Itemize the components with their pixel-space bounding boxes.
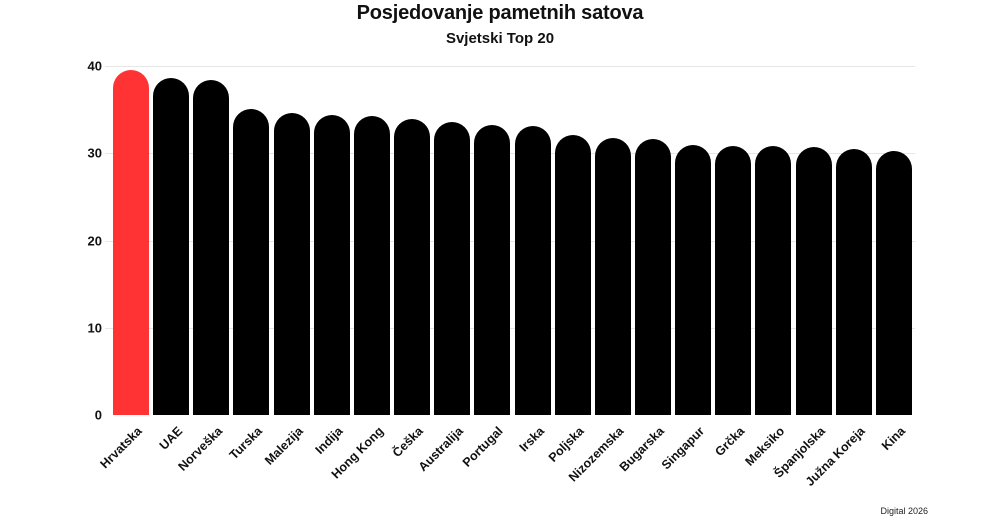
source-label: Digital 2026: [880, 506, 928, 516]
bar-kina: [875, 150, 912, 415]
x-tick-label: Portugal: [460, 424, 506, 470]
bar-turska: [233, 108, 270, 415]
x-tick-label: UAE: [156, 424, 186, 453]
y-tick-label: 20: [87, 233, 102, 249]
bar-južna-koreja: [835, 148, 872, 415]
y-tick-label: 40: [87, 58, 102, 74]
bar-bugarska: [634, 139, 671, 415]
bar-hrvatska: [113, 69, 149, 415]
x-tick-label: Češka: [389, 424, 426, 460]
x-tick-label: Turska: [227, 424, 266, 463]
bar-meksiko: [755, 146, 792, 415]
bar-australija: [434, 121, 471, 415]
x-tick-label: Grčka: [712, 424, 748, 459]
bar-indija: [313, 114, 350, 415]
y-tick-label: 10: [87, 320, 102, 336]
y-tick-label: 0: [94, 407, 102, 423]
bar-češka: [394, 119, 431, 415]
x-tick-label: Irska: [516, 424, 547, 455]
bar-norveška: [193, 79, 230, 415]
x-tick-label: Kina: [878, 424, 908, 454]
x-tick-label: Malezija: [261, 424, 306, 468]
bar-portugal: [474, 125, 511, 415]
bar-singapur: [675, 145, 712, 415]
bar-irska: [514, 126, 551, 415]
y-tick-label: 30: [87, 145, 102, 161]
bar-grčka: [715, 146, 752, 415]
bar-uae: [153, 78, 190, 415]
bar-malezija: [273, 113, 310, 415]
x-tick-label: Hrvatska: [97, 424, 145, 472]
x-tick-label: Singapur: [658, 424, 708, 473]
bar-hong-kong: [353, 115, 390, 415]
bar-nizozemska: [594, 137, 631, 415]
chart-title: Posjedovanje pametnih satova: [356, 2, 644, 24]
x-tick-label: Indija: [312, 424, 346, 457]
gridline: [105, 66, 915, 67]
chart-subtitle: Svjetski Top 20: [445, 30, 555, 47]
bar-španjolska: [795, 147, 832, 415]
bar-poljska: [554, 134, 591, 415]
